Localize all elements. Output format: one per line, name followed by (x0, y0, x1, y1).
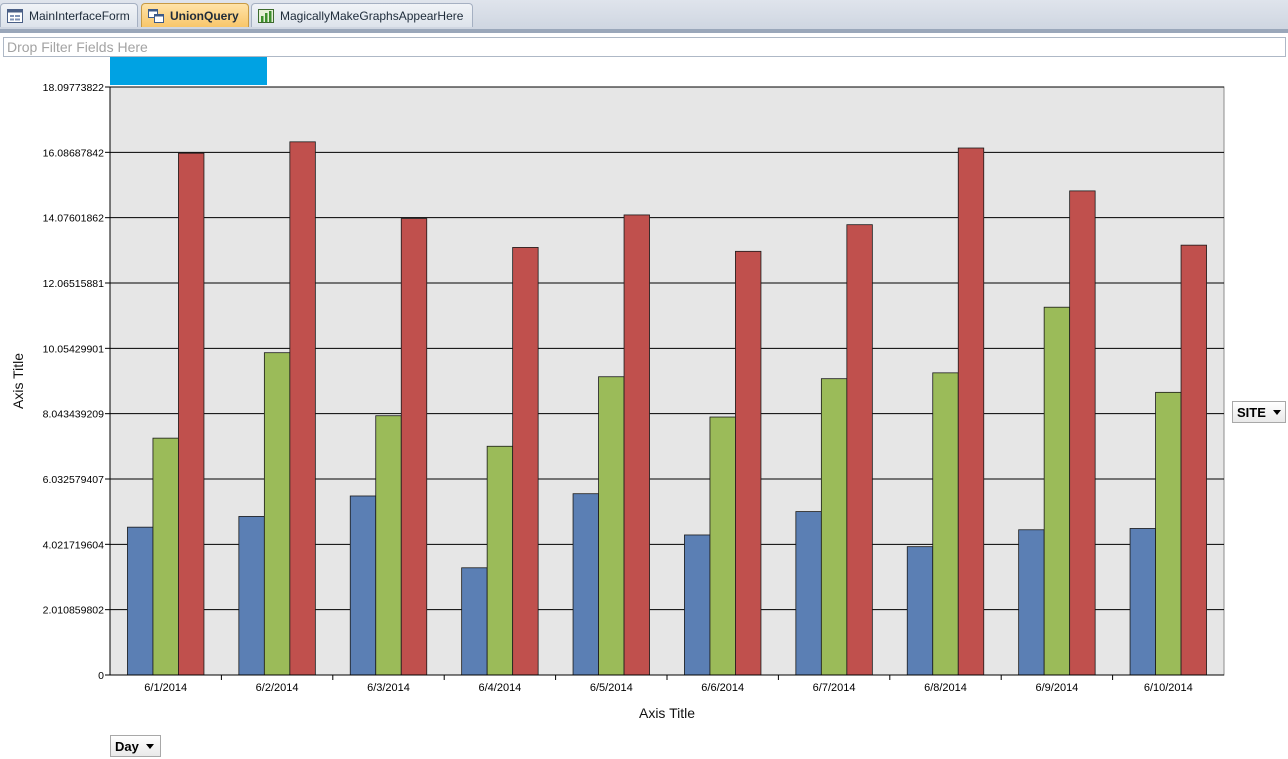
bar[interactable] (263, 352, 291, 676)
filter-drop-zone-placeholder: Drop Filter Fields Here (7, 39, 148, 55)
selection-highlight (110, 57, 267, 85)
bar[interactable] (178, 152, 205, 676)
y-axis-title[interactable]: Axis Title (10, 353, 26, 409)
bar[interactable] (623, 214, 650, 676)
y-tick-label: 0 (98, 670, 104, 682)
bar[interactable] (1129, 528, 1156, 676)
x-tick-label: 6/9/2014 (1035, 682, 1078, 694)
bar[interactable] (127, 526, 154, 676)
bar[interactable] (238, 516, 265, 676)
y-tick-label: 16.08687842 (43, 147, 104, 159)
tab-union-query[interactable]: UnionQuery (141, 3, 249, 27)
bar[interactable] (1155, 391, 1182, 676)
series-field-label: SITE (1237, 404, 1266, 420)
x-tick-label: 6/7/2014 (813, 682, 856, 694)
bar[interactable] (375, 415, 402, 676)
bar-series (127, 141, 1207, 676)
x-tick-label: 6/8/2014 (924, 682, 967, 694)
x-tick-label: 6/5/2014 (590, 682, 633, 694)
dropdown-arrow-icon (145, 743, 154, 749)
query-icon (148, 8, 164, 23)
x-tick-label: 6/10/2014 (1144, 682, 1193, 694)
bar[interactable] (684, 534, 711, 676)
chart-icon (258, 8, 274, 23)
y-axis-ticks: 0 2.010859802 4.021719604 6.032579407 8.0434… (43, 82, 110, 682)
x-axis-ticks: 6/1/2014 6/2/2014 6/3/2014 6/4/2014 6/5/2014… (144, 675, 1193, 694)
bar[interactable] (820, 378, 848, 676)
dropdown-arrow-icon (1272, 409, 1281, 415)
bar[interactable] (1043, 306, 1071, 676)
document-tab-strip: MainInterfaceForm UnionQuery MagicallyMa… (0, 0, 1288, 33)
bar[interactable] (709, 416, 736, 676)
y-tick-label: 10.05429901 (43, 343, 104, 355)
bar[interactable] (598, 376, 625, 676)
x-tick-label: 6/1/2014 (144, 682, 187, 694)
series-field-button[interactable]: SITE (1232, 401, 1286, 423)
bar[interactable] (400, 218, 428, 676)
bar[interactable] (795, 511, 822, 676)
bar[interactable] (289, 141, 316, 676)
x-tick-label: 6/3/2014 (367, 682, 410, 694)
y-tick-label: 8.043439209 (43, 409, 104, 421)
category-field-button[interactable]: Day (110, 735, 161, 757)
tab-magically-make-graphs[interactable]: MagicallyMakeGraphsAppearHere (251, 3, 473, 27)
bar[interactable] (486, 445, 514, 676)
bar[interactable] (906, 546, 934, 676)
x-axis-title[interactable]: Axis Title (639, 705, 695, 721)
tab-label: UnionQuery (170, 8, 239, 23)
y-tick-label: 12.06515881 (43, 278, 104, 290)
x-tick-label: 6/4/2014 (478, 682, 521, 694)
y-tick-label: 4.021719604 (43, 539, 104, 551)
x-tick-label: 6/6/2014 (701, 682, 744, 694)
filter-drop-zone[interactable]: Drop Filter Fields Here (3, 37, 1286, 57)
bar[interactable] (932, 372, 959, 676)
y-tick-label: 2.010859802 (43, 605, 104, 617)
bar[interactable] (349, 495, 377, 676)
bar[interactable] (461, 567, 488, 676)
bar[interactable] (957, 147, 985, 676)
bar[interactable] (1018, 529, 1045, 676)
bar[interactable] (572, 493, 599, 676)
bar[interactable] (1180, 244, 1207, 676)
tab-label: MagicallyMakeGraphsAppearHere (280, 8, 464, 23)
form-icon (7, 8, 23, 23)
bar[interactable] (735, 250, 762, 676)
tab-label: MainInterfaceForm (29, 8, 130, 23)
bar[interactable] (152, 437, 179, 676)
bar[interactable] (512, 247, 539, 676)
bar[interactable] (1069, 190, 1096, 676)
tab-main-interface-form[interactable]: MainInterfaceForm (0, 3, 138, 27)
y-tick-label: 14.07601862 (43, 213, 104, 225)
y-tick-label: 18.09773822 (43, 82, 104, 94)
y-tick-label: 6.032579407 (43, 474, 104, 486)
category-field-label: Day (115, 738, 139, 754)
x-tick-label: 6/2/2014 (256, 682, 299, 694)
bar[interactable] (846, 224, 873, 676)
